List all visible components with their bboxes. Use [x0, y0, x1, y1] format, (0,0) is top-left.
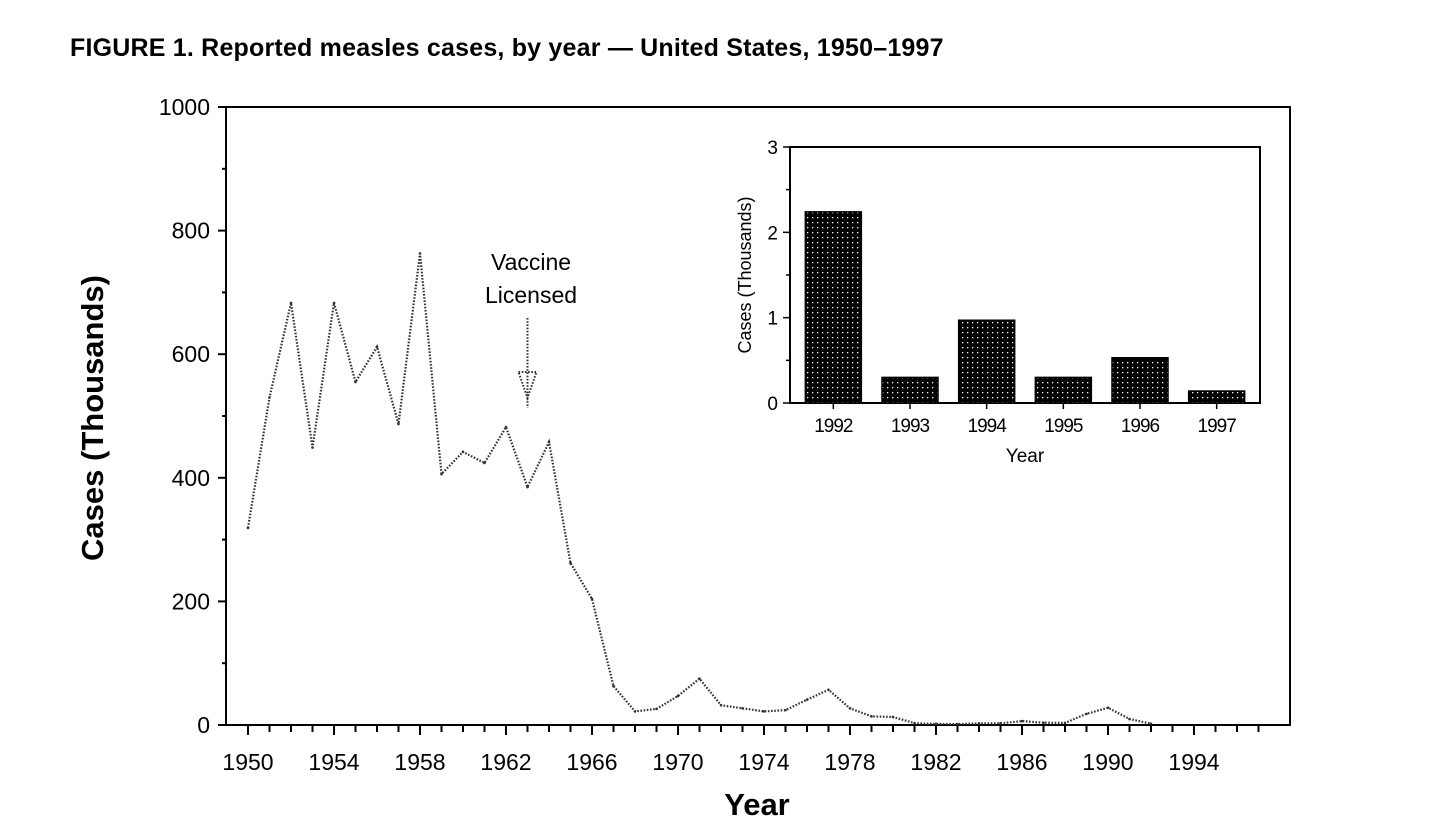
inset-x-tick-label: 1997 — [1198, 416, 1237, 437]
data-point — [246, 526, 250, 530]
inset-bar — [957, 319, 1016, 404]
inset-x-tick-label: 1994 — [968, 416, 1008, 437]
inset-bar — [1111, 357, 1169, 404]
inset-x-tick-label: 1996 — [1121, 416, 1160, 437]
data-point — [504, 425, 508, 429]
inset-x-tick-label: 1993 — [891, 416, 930, 437]
data-point — [870, 715, 873, 718]
data-point — [805, 698, 809, 701]
x-tick-label: 1974 — [738, 749, 789, 775]
data-point — [1085, 712, 1088, 716]
data-point — [397, 422, 400, 426]
data-point — [633, 710, 637, 713]
x-tick-label: 1982 — [910, 749, 961, 775]
data-point — [827, 688, 830, 692]
data-point — [547, 440, 551, 444]
data-point — [590, 597, 594, 601]
data-point — [1020, 719, 1024, 723]
data-point — [1149, 722, 1153, 725]
data-point — [1106, 706, 1110, 709]
x-tick-label: 1962 — [480, 749, 531, 775]
annotation-text: Licensed — [485, 282, 577, 308]
data-point — [913, 721, 916, 725]
annotation-text: Vaccine — [491, 249, 571, 275]
x-tick-label: 1950 — [222, 749, 273, 775]
data-point — [891, 715, 895, 719]
data-point — [977, 722, 981, 725]
inset-bar — [1034, 376, 1093, 404]
data-point — [311, 446, 314, 449]
x-tick-label: 1978 — [824, 749, 875, 775]
inset-frame — [789, 146, 1261, 404]
data-point — [784, 708, 787, 712]
data-point — [332, 301, 336, 305]
data-point — [354, 380, 357, 384]
y-tick-label: 1000 — [159, 94, 210, 120]
data-point — [848, 707, 852, 710]
data-point — [655, 707, 658, 711]
inset-bar — [881, 376, 939, 404]
data-point — [1042, 721, 1045, 725]
data-point — [1063, 721, 1067, 725]
inset-y-tick-label: 0 — [767, 394, 778, 415]
data-point — [418, 252, 422, 255]
data-point — [676, 694, 680, 698]
data-point — [569, 561, 572, 565]
inset-bar — [804, 211, 863, 404]
data-point — [289, 301, 293, 305]
x-tick-label: 1970 — [652, 749, 703, 775]
inset-y-tick-label: 2 — [767, 223, 778, 244]
data-point — [461, 450, 465, 454]
x-tick-label: 1958 — [394, 749, 445, 775]
inset-x-axis-label: Year — [1006, 446, 1045, 467]
x-tick-label: 1966 — [566, 749, 617, 775]
x-axis-label: Year — [724, 787, 790, 822]
y-tick-label: 400 — [172, 465, 210, 491]
data-point — [526, 485, 529, 489]
data-point — [934, 722, 938, 726]
inset-y-tick-label: 1 — [767, 309, 778, 330]
inset-bar — [1187, 390, 1246, 404]
y-axis-label: Cases (Thousands) — [75, 275, 110, 561]
data-point — [741, 707, 744, 710]
data-point — [375, 345, 379, 349]
x-tick-label: 1990 — [1082, 749, 1133, 775]
data-point — [956, 722, 959, 726]
data-point — [698, 677, 701, 680]
y-tick-label: 600 — [172, 341, 210, 367]
data-point — [999, 721, 1002, 725]
data-point — [440, 472, 443, 476]
inset-bar-chart: 0 1 2 3 1992 1993 1994 1995 1996 1997 Year Cases (T… — [735, 138, 1261, 467]
inset-x-tick-label: 1992 — [814, 416, 853, 437]
x-tick-label: 1954 — [308, 749, 359, 775]
x-tick-label: 1986 — [996, 749, 1047, 775]
data-point — [268, 396, 271, 399]
x-tick-label: 1994 — [1168, 749, 1219, 775]
data-point — [1128, 717, 1131, 721]
y-tick-label: 0 — [197, 712, 210, 738]
y-tick-label: 800 — [172, 218, 210, 244]
inset-x-tick-label: 1995 — [1044, 416, 1083, 437]
data-point — [483, 461, 486, 465]
inset-y-tick-label: 3 — [767, 138, 778, 159]
data-point — [719, 703, 723, 707]
data-point — [612, 684, 615, 688]
data-point — [762, 710, 766, 713]
inset-y-axis-label: Cases (Thousands) — [735, 196, 755, 353]
chart-title: FIGURE 1. Reported measles cases, by yea… — [70, 34, 944, 62]
y-tick-label: 200 — [172, 588, 210, 614]
